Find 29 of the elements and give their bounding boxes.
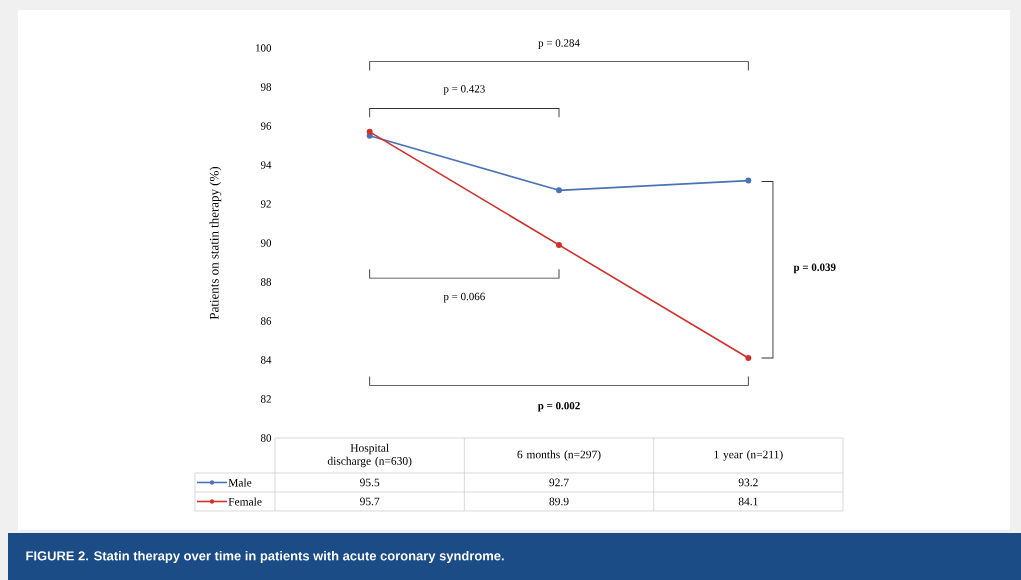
- annotation: p = 0.039: [793, 263, 836, 274]
- data-label: 84.1: [738, 497, 758, 506]
- y-tick-label: 92: [260, 200, 271, 208]
- data-label: 95.7: [360, 497, 380, 506]
- x-tick-label: 6 months (n=297): [517, 450, 601, 461]
- y-tick-label: 94: [260, 161, 272, 169]
- y-tick-label: 98: [260, 83, 272, 91]
- annotation: p = 0.284: [538, 39, 580, 49]
- data-label: 93.2: [738, 478, 758, 487]
- data-label: 92.7: [549, 478, 569, 487]
- y-axis-title: Patients on statin therapy (%): [209, 166, 222, 320]
- y-tick-label: 80: [260, 434, 272, 442]
- data-label: 89.9: [549, 497, 569, 506]
- x-tick-label: 1 year (n=211): [714, 450, 783, 461]
- annotation: p = 0.066: [443, 292, 485, 303]
- y-tick-label: 88: [260, 278, 272, 286]
- annotation: p = 0.423: [443, 85, 485, 95]
- legend-label: Female: [228, 497, 262, 506]
- y-tick-label: 82: [260, 395, 271, 403]
- legend-label: Male: [228, 478, 252, 487]
- y-tick-label: 100: [256, 44, 272, 52]
- data-label: 95.5: [360, 478, 380, 487]
- y-tick-label: 84: [260, 356, 272, 364]
- y-tick-label: 90: [260, 239, 272, 247]
- y-tick-label: 96: [260, 122, 272, 130]
- annotation: p = 0.002: [537, 401, 580, 412]
- x-tick-label: Hospital discharge (n=630): [327, 443, 412, 468]
- y-tick-label: 86: [260, 317, 272, 325]
- text: FIGURE 2. Statin therapy over time in patients with acute coronary syndrome.: [26, 550, 504, 564]
